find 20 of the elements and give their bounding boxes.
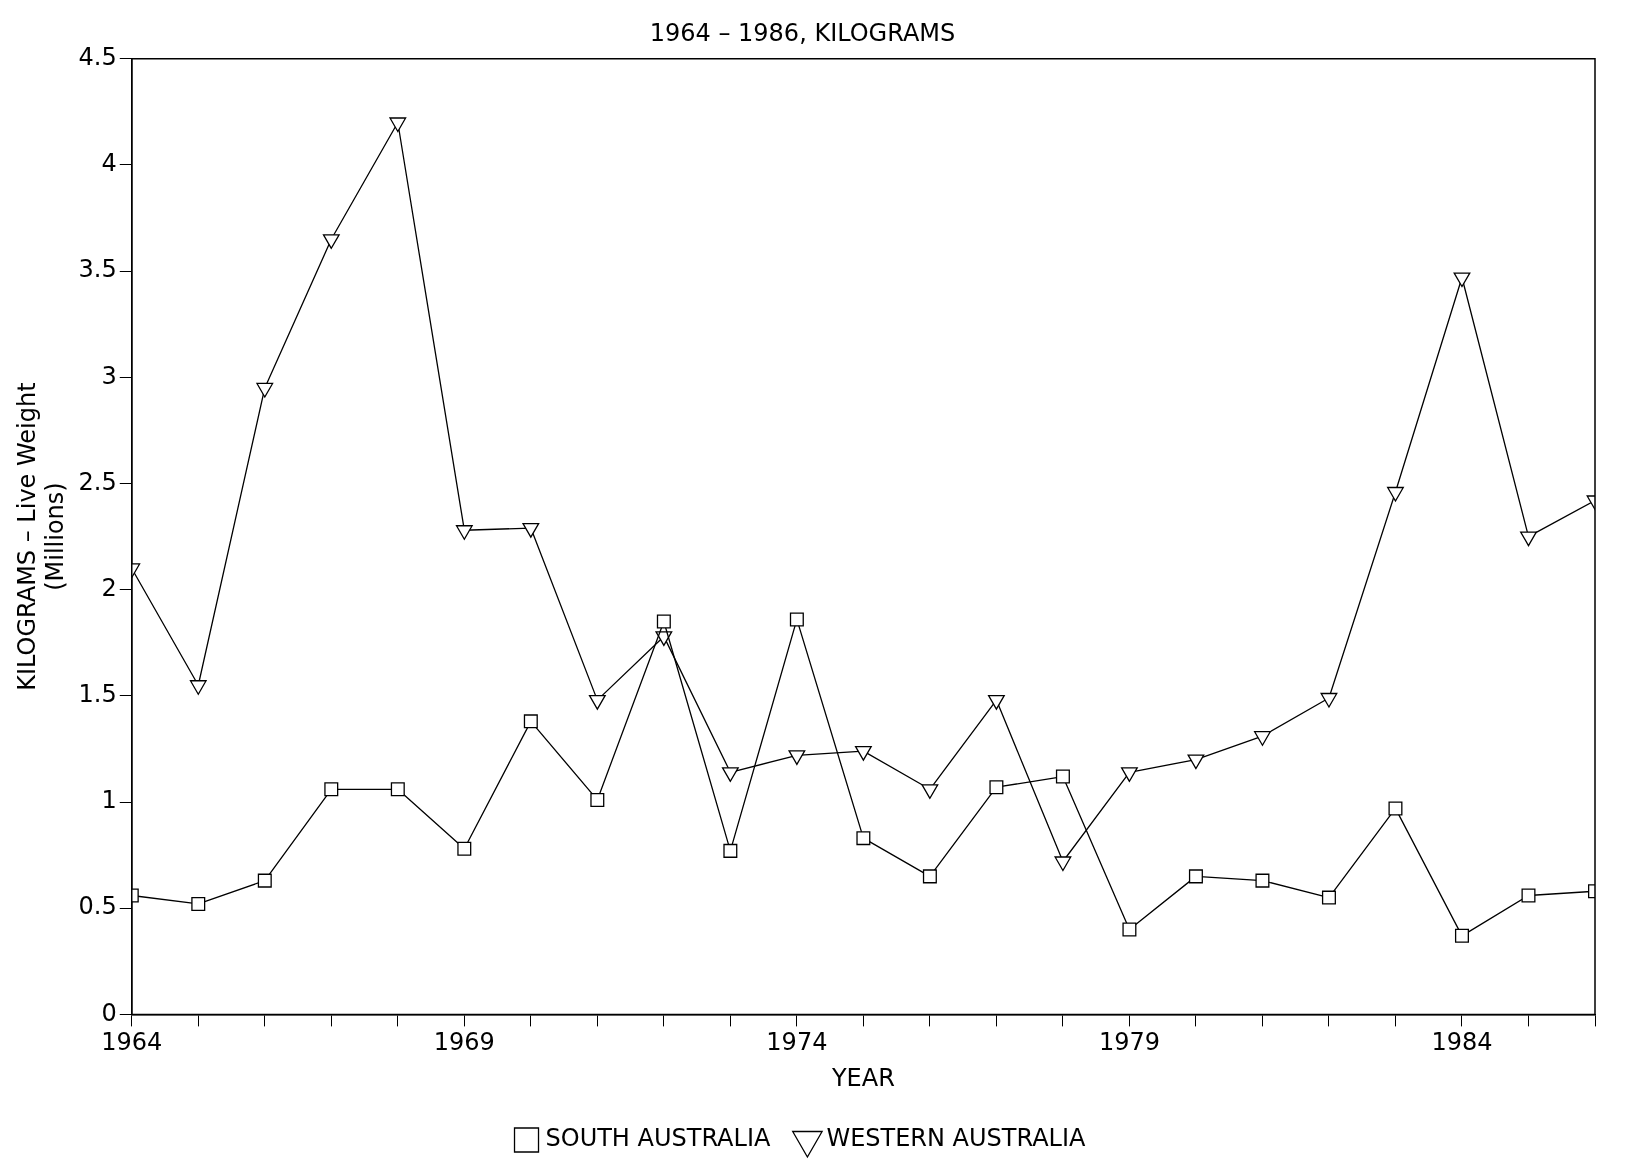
y-tick-label: 2 (101, 573, 117, 602)
y-tick-label: 2.5 (78, 467, 117, 496)
y-tick-label: 1 (101, 786, 117, 815)
x-tick-label: 1974 (766, 1028, 828, 1057)
y-tick-label: 4.5 (78, 43, 117, 72)
legend-label: SOUTH AUSTRALIA (545, 1124, 771, 1153)
x-tick-label: 1979 (1098, 1028, 1160, 1057)
y-tick-label: 1.5 (78, 680, 117, 709)
legend-label: WESTERN AUSTRALIA (826, 1124, 1087, 1153)
y-tick-label: 3 (101, 361, 117, 390)
y-tick-label: 0 (101, 998, 117, 1027)
x-axis-title: YEAR (830, 1063, 895, 1092)
y-axis-title: KILOGRAMS – Live Weight (Millions) (12, 382, 70, 691)
y-tick-label: 4 (101, 149, 117, 178)
x-tick-label: 1969 (433, 1028, 495, 1057)
chart-title: 1964 – 1986, KILOGRAMS (649, 18, 956, 47)
y-tick-label: 0.5 (78, 892, 117, 921)
y-tick-label: 3.5 (78, 255, 117, 284)
x-tick-label: 1984 (1431, 1028, 1493, 1057)
x-tick-label: 1964 (101, 1028, 163, 1057)
